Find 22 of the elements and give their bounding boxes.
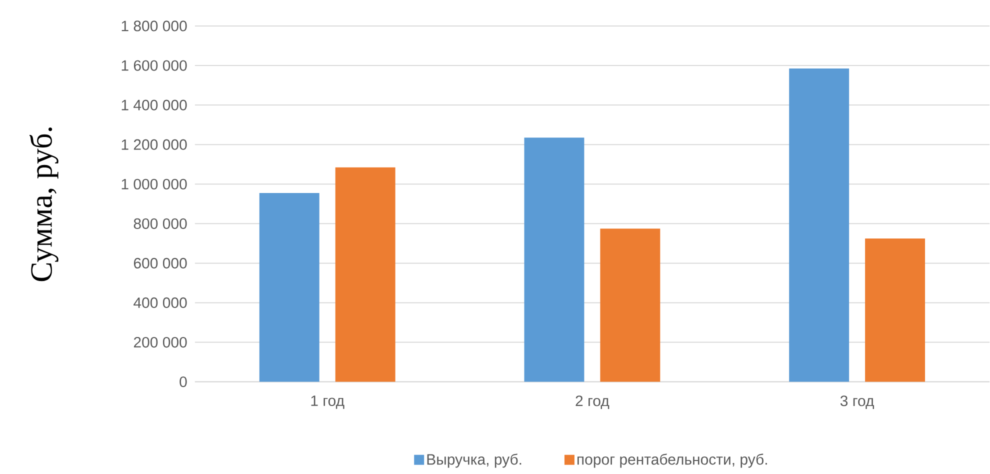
legend-label: порог рентабельности, руб. — [577, 454, 767, 468]
y-tick-label: 0 — [180, 376, 187, 388]
x-tick-label: 2 год — [576, 396, 610, 410]
y-tick-label: 1 200 000 — [122, 139, 187, 150]
legend-label: Выручка, руб. — [427, 454, 522, 468]
bar — [524, 138, 584, 382]
y-tick-label: 600 000 — [134, 258, 187, 269]
y-axis-title: Сумма, руб. — [30, 128, 58, 282]
y-tick-label: 1 600 000 — [122, 60, 187, 71]
bar — [335, 167, 396, 382]
x-tick-label: 1 год — [311, 396, 344, 409]
y-tick-label: 1 800 000 — [122, 20, 187, 32]
y-tick-label: 400 000 — [134, 298, 187, 308]
y-tick-label: 800 000 — [134, 218, 187, 230]
bar — [789, 68, 850, 382]
bar — [865, 238, 926, 382]
x-tick-label: 3 год — [840, 396, 874, 410]
bar — [259, 193, 320, 382]
bar — [600, 228, 660, 382]
y-tick-label: 200 000 — [134, 337, 187, 348]
y-tick-label: 1 400 000 — [122, 100, 187, 110]
y-tick-label: 1 000 000 — [122, 178, 187, 190]
